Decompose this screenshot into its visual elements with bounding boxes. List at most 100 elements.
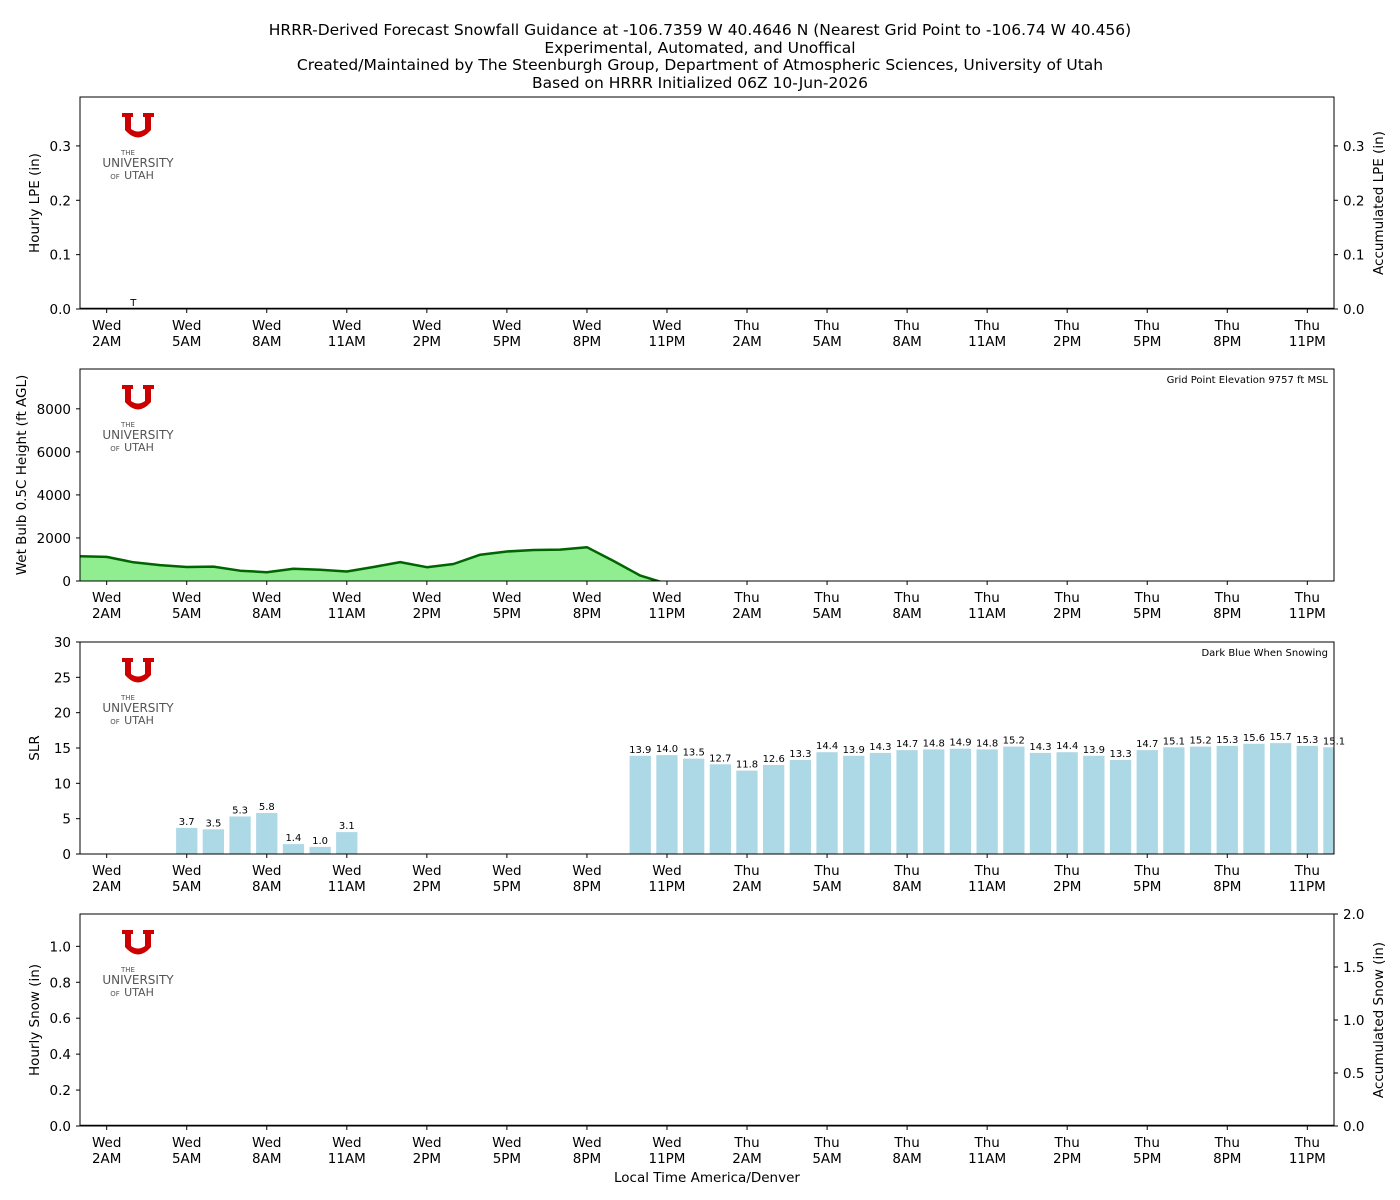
x-tick-label-day: Wed bbox=[572, 318, 601, 334]
x-tick-label-time: 11AM bbox=[328, 1151, 366, 1167]
right-y-tick-label: 0.0 bbox=[1343, 1119, 1364, 1135]
x-tick-label-day: Thu bbox=[813, 863, 839, 879]
slr-bar-label: 13.5 bbox=[683, 748, 705, 759]
x-tick-label-day: Thu bbox=[893, 318, 919, 334]
slr-bar-label: 11.8 bbox=[736, 760, 758, 771]
x-tick-label-time: 5AM bbox=[812, 606, 841, 622]
y-tick-label: 30 bbox=[54, 635, 71, 651]
y-tick-label: 4000 bbox=[37, 488, 71, 504]
x-tick-label-day: Thu bbox=[813, 318, 839, 334]
x-tick-label-time: 11AM bbox=[968, 879, 1006, 895]
y-tick-label: 15 bbox=[54, 741, 71, 757]
slr-bar-label: 3.7 bbox=[179, 817, 195, 828]
x-tick-label-day: Wed bbox=[412, 318, 441, 334]
slr-bar bbox=[736, 770, 758, 854]
x-tick-label-day: Thu bbox=[1214, 863, 1240, 879]
trace-annotation: T bbox=[129, 298, 137, 309]
x-tick-label-day: Wed bbox=[492, 863, 521, 879]
slr-bar-label: 5.3 bbox=[232, 806, 248, 817]
slr-bar-label: 3.1 bbox=[339, 821, 355, 832]
x-tick-label-day: Thu bbox=[1054, 863, 1080, 879]
panel-note: Grid Point Elevation 9757 ft MSL bbox=[1167, 375, 1329, 386]
right-y-tick-label: 1.0 bbox=[1343, 1013, 1364, 1029]
x-tick-label-time: 11PM bbox=[648, 334, 685, 350]
x-tick-label-time: 5PM bbox=[1133, 334, 1161, 350]
slr-bar bbox=[1003, 746, 1025, 854]
y-tick-label: 2000 bbox=[37, 531, 71, 547]
x-tick-label-time: 5AM bbox=[172, 334, 201, 350]
x-tick-label-day: Wed bbox=[412, 590, 441, 606]
x-tick-label-day: Wed bbox=[332, 318, 361, 334]
slr-bar-label: 14.0 bbox=[656, 744, 678, 755]
slr-bar-label: 13.3 bbox=[1109, 749, 1131, 760]
x-tick-label-day: Thu bbox=[1294, 590, 1320, 606]
x-tick-label-day: Wed bbox=[92, 590, 121, 606]
y-axis-label: Hourly Snow (in) bbox=[27, 964, 43, 1076]
x-tick-label-time: 2PM bbox=[1053, 334, 1081, 350]
slr-bar-label: 1.4 bbox=[285, 833, 301, 844]
x-tick-label-day: Thu bbox=[893, 590, 919, 606]
logo-text-utah: UTAH bbox=[124, 169, 154, 182]
x-tick-label-day: Wed bbox=[172, 1135, 201, 1151]
x-tick-label-time: 11PM bbox=[648, 1151, 685, 1167]
plot-area bbox=[80, 545, 667, 581]
x-tick-label-time: 5PM bbox=[1133, 1151, 1161, 1167]
x-tick-label-day: Wed bbox=[652, 863, 681, 879]
x-tick-label-day: Wed bbox=[92, 318, 121, 334]
slr-bar-label: 1.0 bbox=[312, 836, 328, 847]
x-tick-label-time: 5AM bbox=[172, 879, 201, 895]
y-tick-label: 0.4 bbox=[50, 1047, 71, 1063]
x-tick-label-time: 2AM bbox=[92, 334, 121, 350]
slr-bar-label: 14.4 bbox=[1056, 741, 1078, 752]
right-y-tick-label: 0.0 bbox=[1343, 302, 1364, 318]
x-tick-label-time: 8PM bbox=[573, 606, 601, 622]
logo-text-the: THE bbox=[120, 421, 135, 429]
x-tick-label-time: 8AM bbox=[252, 879, 281, 895]
x-tick-label-day: Thu bbox=[1294, 318, 1320, 334]
y-tick-label: 0.8 bbox=[50, 975, 71, 991]
x-tick-label-day: Wed bbox=[412, 863, 441, 879]
x-tick-label-time: 5PM bbox=[493, 1151, 521, 1167]
y-tick-label: 0 bbox=[62, 847, 71, 863]
logo-text-utah: UTAH bbox=[124, 441, 154, 454]
slr-bar bbox=[896, 750, 918, 854]
x-tick-label-day: Thu bbox=[973, 318, 999, 334]
block-u-icon bbox=[122, 113, 154, 138]
logo-text-the: THE bbox=[120, 694, 135, 702]
x-tick-label-time: 11PM bbox=[648, 606, 685, 622]
slr-bar bbox=[869, 752, 892, 854]
x-tick-label-day: Wed bbox=[492, 318, 521, 334]
slr-bar-label: 14.3 bbox=[1029, 742, 1051, 753]
x-tick-label-day: Thu bbox=[1214, 318, 1240, 334]
slr-bar-label: 14.9 bbox=[949, 738, 971, 749]
title-line-1: HRRR-Derived Forecast Snowfall Guidance … bbox=[268, 21, 1132, 39]
slr-bar bbox=[923, 749, 945, 854]
x-tick-label-day: Wed bbox=[652, 1135, 681, 1151]
slr-bar bbox=[683, 758, 705, 854]
x-tick-label-time: 5AM bbox=[812, 879, 841, 895]
x-tick-label-day: Wed bbox=[172, 863, 201, 879]
y-tick-label: 0 bbox=[62, 574, 71, 590]
right-y-axis-label: Accumulated LPE (in) bbox=[1371, 131, 1387, 275]
y-tick-label: 8000 bbox=[37, 402, 71, 418]
x-tick-label-day: Thu bbox=[973, 863, 999, 879]
slr-bar bbox=[789, 760, 811, 854]
x-tick-label-day: Thu bbox=[813, 1135, 839, 1151]
x-tick-label-time: 8AM bbox=[892, 879, 921, 895]
x-tick-label-day: Wed bbox=[252, 1135, 281, 1151]
slr-bar bbox=[976, 749, 998, 854]
slr-bar bbox=[202, 829, 224, 854]
right-y-axis-label: Accumulated Snow (in) bbox=[1371, 942, 1387, 1098]
x-tick-label-time: 2AM bbox=[732, 606, 761, 622]
x-tick-label-time: 2AM bbox=[732, 879, 761, 895]
slr-bar bbox=[656, 755, 678, 854]
x-tick-label-time: 2PM bbox=[1053, 879, 1081, 895]
x-tick-label-day: Wed bbox=[572, 1135, 601, 1151]
x-tick-label-time: 5PM bbox=[493, 879, 521, 895]
slr-bar-label: 13.9 bbox=[1083, 745, 1105, 756]
panel-note: Dark Blue When Snowing bbox=[1201, 648, 1328, 659]
